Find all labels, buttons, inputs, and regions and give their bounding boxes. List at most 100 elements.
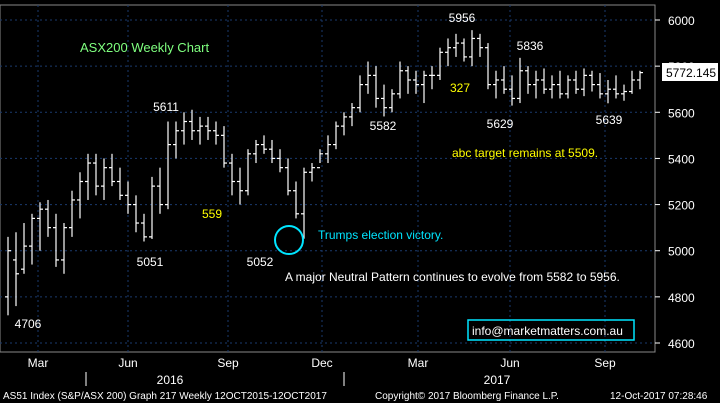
- ohlc-bar: [429, 66, 435, 90]
- ohlc-bar: [205, 116, 211, 140]
- price-annotation: 5611: [153, 100, 179, 114]
- price-annotation: 5836: [517, 39, 544, 53]
- year-label: 2016: [157, 373, 184, 387]
- ohlc-bar: [69, 190, 75, 237]
- ohlc-bar: [261, 135, 267, 154]
- last-price-box: [662, 63, 718, 81]
- y-tick-label: 6000: [668, 14, 695, 28]
- ohlc-bar: [389, 89, 395, 113]
- contact-email[interactable]: info@marketmatters.com.au: [472, 324, 623, 338]
- ohlc-bar: [237, 167, 243, 205]
- ohlc-bar: [453, 33, 459, 57]
- ohlc-bar: [301, 167, 307, 239]
- ohlc-bar: [149, 176, 155, 239]
- ohlc-bar: [509, 75, 515, 106]
- ohlc-bar: [157, 167, 163, 214]
- ohlc-bar: [37, 202, 43, 251]
- ohlc-bar: [61, 223, 67, 274]
- footer-source: AS51 Index (S&P/ASX 200) Graph 217 Weekl…: [3, 391, 327, 402]
- ohlc-bar: [309, 163, 315, 182]
- ohlc-bar: [125, 181, 131, 214]
- ohlc-bar: [285, 158, 291, 196]
- x-axis: Mar Jun Sep Dec Mar Jun Sep 2016 2017: [28, 356, 616, 387]
- y-tick-label: 5000: [668, 245, 695, 259]
- price-annotation: 5629: [487, 117, 514, 131]
- ohlc-bar: [381, 84, 387, 117]
- ohlc-bar: [133, 195, 139, 233]
- ohlc-bar: [413, 70, 419, 94]
- chart-title: ASX200 Weekly Chart: [80, 40, 209, 55]
- ohlc-bar: [53, 213, 59, 267]
- ohlc-bar: [469, 30, 475, 67]
- price-annotation: 5582: [370, 119, 397, 133]
- ohlc-bar: [85, 153, 91, 200]
- ohlc-bar: [437, 47, 443, 80]
- ohlc-bar: [349, 103, 355, 127]
- x-tick-label: Jun: [500, 356, 519, 370]
- ohlc-bar: [77, 172, 83, 219]
- ohlc-bar: [637, 70, 643, 90]
- ohlc-bar: [325, 135, 331, 164]
- x-tick-label: Sep: [594, 356, 616, 370]
- ohlc-bar: [141, 213, 147, 242]
- ohlc-bar: [589, 70, 595, 92]
- ohlc-bar: [405, 66, 411, 94]
- note-annotation: abc target remains at 5509.: [452, 146, 598, 160]
- ohlc-bar: [549, 75, 555, 99]
- last-price-label: 5772.145: [666, 66, 716, 80]
- year-label: 2017: [484, 373, 511, 387]
- ohlc-bar: [13, 232, 19, 307]
- ohlc-bar: [493, 70, 499, 99]
- contact-box: [467, 319, 635, 341]
- price-annotation: 4706: [15, 317, 42, 331]
- y-tick-label: 5400: [668, 152, 695, 166]
- footer-timestamp: 12-Oct-2017 07:28:46: [610, 391, 708, 402]
- ohlc-bar: [189, 109, 195, 140]
- ohlc-bar: [565, 75, 571, 99]
- ohlc-bar: [477, 33, 483, 57]
- ohlc-bar: [197, 116, 203, 145]
- price-annotation: 327: [450, 81, 470, 95]
- y-tick-label: 4800: [668, 291, 695, 305]
- ohlc-bar: [597, 73, 603, 99]
- ohlc-bar: [613, 75, 619, 99]
- ohlc-bar: [29, 213, 35, 265]
- ohlc-bar: [501, 66, 507, 94]
- annotations: 4706 5051 5611 559 5052 5582 5956 327 5629 5836 56…: [15, 11, 623, 331]
- x-tick-label: Jun: [118, 356, 137, 370]
- ohlc-bar: [229, 153, 235, 196]
- ohlc-bar: [45, 199, 51, 237]
- ohlc-bar: [485, 43, 491, 90]
- ohlc-bar: [365, 61, 371, 94]
- ohlc-bar: [341, 112, 347, 136]
- ohlc-bar: [333, 121, 339, 150]
- ohlc-bar: [173, 121, 179, 159]
- ohlc-bar: [605, 79, 611, 104]
- x-tick-label: Dec: [311, 356, 332, 370]
- ohlc-bar: [357, 75, 363, 113]
- x-tick-label: Mar: [28, 356, 49, 370]
- ohlc-bar: [517, 57, 523, 104]
- ohlc-bar: [101, 158, 107, 200]
- note-annotation: Trumps election victory.: [318, 228, 443, 242]
- ohlc-bar: [245, 149, 251, 196]
- ohlc-bar: [181, 112, 187, 145]
- grid: [0, 4, 656, 353]
- price-annotation: 5639: [596, 113, 623, 127]
- footer-copyright: Copyright© 2017 Bloomberg Finance L.P.: [375, 391, 559, 402]
- ohlc-bar: [21, 223, 27, 274]
- y-tick-label: 5200: [668, 199, 695, 213]
- y-tick-label: 4600: [668, 337, 695, 351]
- ohlc-bar: [421, 70, 427, 104]
- ohlc-bar: [629, 70, 635, 94]
- ohlc-bar: [277, 149, 283, 173]
- ohlc-bar: [461, 38, 467, 62]
- ohlc-bar: [253, 139, 259, 164]
- ohlc-bar: [445, 38, 451, 67]
- price-annotation: 559: [202, 207, 222, 221]
- ohlc-bar: [269, 139, 275, 164]
- ohlc-bar: [5, 236, 11, 316]
- ohlc-bar: [213, 121, 219, 145]
- y-axis: 46004800500052005400560058006000: [655, 14, 695, 351]
